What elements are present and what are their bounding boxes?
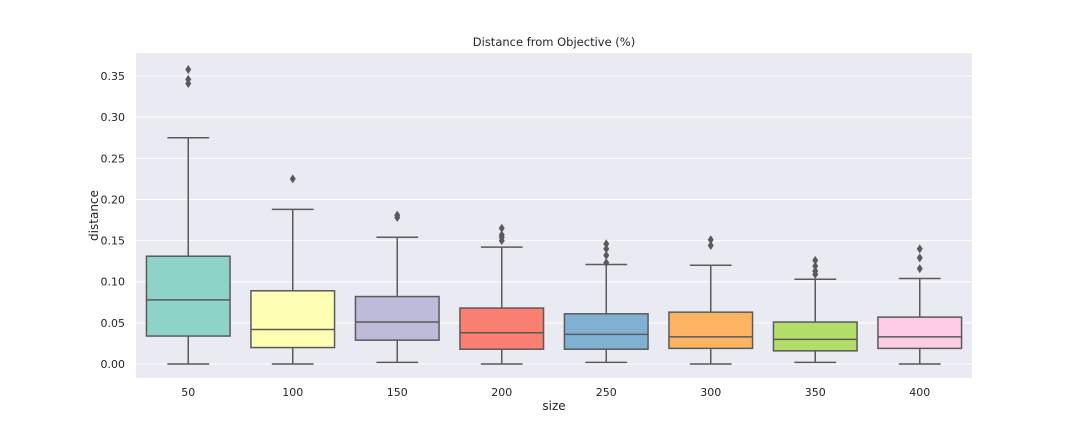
outlier-marker [498, 223, 505, 233]
y-tick-label: 0.25 [101, 152, 126, 165]
y-tick-label: 0.10 [101, 276, 126, 289]
y-ticks: 0.00 0.05 0.10 0.15 0.20 0.25 0.30 0.35 [101, 70, 126, 371]
box-250 [563, 239, 649, 364]
outlier-marker [603, 258, 610, 268]
x-tick-label: 100 [282, 386, 303, 399]
iqr-box [563, 313, 649, 350]
y-tick-label: 0.20 [101, 193, 126, 206]
x-ticks: 50 100 150 200 250 300 350 400 [181, 386, 930, 399]
iqr-box [459, 307, 545, 350]
box-300 [668, 235, 754, 365]
outlier-marker [185, 64, 192, 74]
outlier-marker [812, 261, 819, 271]
outlier-marker [603, 239, 610, 249]
x-tick-label: 350 [805, 386, 826, 399]
outlier-marker [603, 250, 610, 260]
iqr-box [772, 321, 858, 352]
iqr-box [354, 295, 440, 341]
outlier-marker [707, 241, 714, 251]
chart-title: Distance from Objective (%) [473, 35, 635, 49]
box-400 [877, 244, 963, 365]
x-axis-label: size [542, 399, 565, 413]
iqr-box [250, 290, 336, 349]
box-200 [459, 223, 545, 365]
iqr-box [668, 311, 754, 350]
outlier-marker [812, 266, 819, 276]
y-tick-label: 0.15 [101, 235, 126, 248]
outlier-marker [707, 235, 714, 245]
x-tick-label: 50 [181, 386, 195, 399]
iqr-box [145, 255, 231, 337]
y-axis-label: distance [87, 190, 101, 241]
outlier-marker [185, 74, 192, 84]
y-tick-label: 0.05 [101, 317, 126, 330]
box-350 [772, 255, 858, 364]
outlier-marker [916, 264, 923, 274]
x-tick-label: 300 [700, 386, 721, 399]
x-tick-label: 400 [909, 386, 930, 399]
outlier-marker [394, 210, 401, 220]
outlier-marker [603, 244, 610, 254]
x-tick-label: 150 [387, 386, 408, 399]
y-tick-label: 0.35 [101, 70, 126, 83]
outlier-marker [812, 255, 819, 265]
box-150 [354, 210, 440, 364]
outlier-marker [498, 230, 505, 240]
box-50 [145, 64, 231, 365]
outlier-marker [916, 253, 923, 263]
box-100 [250, 174, 336, 365]
iqr-box [877, 316, 963, 350]
boxes-layer [145, 64, 963, 365]
x-tick-label: 250 [596, 386, 617, 399]
y-tick-label: 0.30 [101, 111, 126, 124]
outlier-marker [916, 244, 923, 254]
y-tick-label: 0.00 [101, 358, 126, 371]
outlier-marker [289, 174, 296, 184]
x-tick-label: 200 [491, 386, 512, 399]
